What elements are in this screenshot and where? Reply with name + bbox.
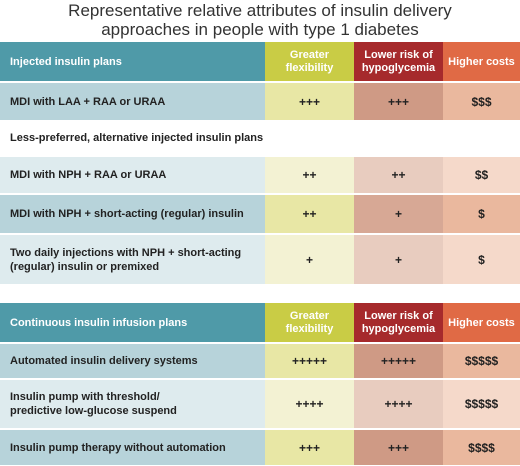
continuous-plans-table: Continuous insulin infusion plans Greate… bbox=[0, 303, 520, 465]
injected-header-row: Injected insulin plans Greater flexibili… bbox=[0, 42, 520, 82]
flexibility-header-line-2: flexibility bbox=[285, 61, 334, 74]
row-label-line-2: (regular) insulin or premixed bbox=[10, 260, 160, 273]
flexibility-header-line-1: Greater bbox=[289, 48, 330, 61]
row-label: MDI with LAA + RAA or URAA bbox=[0, 81, 265, 120]
costs-column-header: Higher costs bbox=[443, 42, 520, 82]
hypoglycemia-header-line-2: hypoglycemia bbox=[361, 322, 436, 335]
continuous-header-label: Continuous insulin infusion plans bbox=[0, 303, 265, 343]
row-label: MDI with NPH + short-acting (regular) in… bbox=[0, 193, 265, 234]
row-label-line-1: Insulin pump with threshold/ bbox=[10, 391, 160, 403]
costs-value: $$$$ bbox=[443, 428, 520, 465]
row-label: Automated insulin delivery systems bbox=[0, 342, 265, 379]
hypoglycemia-value: +++++ bbox=[354, 342, 443, 379]
table-row: MDI with NPH + RAA or URAA ++ ++ $$ bbox=[0, 155, 520, 194]
row-label: Insulin pump with threshold/ predictive … bbox=[0, 378, 265, 429]
alternative-plans-subheading: Less-preferred, alternative injected ins… bbox=[10, 132, 264, 144]
flexibility-value: ++ bbox=[265, 155, 354, 194]
costs-value: $$ bbox=[443, 155, 520, 194]
hypoglycemia-column-header: Lower risk of hypoglycemia bbox=[354, 303, 443, 343]
flexibility-value: +++ bbox=[265, 81, 354, 120]
costs-value: $ bbox=[443, 233, 520, 284]
alternative-plans-table: MDI with NPH + RAA or URAA ++ ++ $$ MDI … bbox=[0, 155, 520, 284]
hypoglycemia-header-line-2: hypoglycemia bbox=[361, 61, 436, 74]
hypoglycemia-column-header: Lower risk of hypoglycemia bbox=[354, 42, 443, 82]
title-line-1: Representative relative attributes of in… bbox=[68, 1, 452, 20]
row-label: Insulin pump therapy without automation bbox=[0, 428, 265, 465]
flexibility-header-line-2: flexibility bbox=[285, 322, 334, 335]
flexibility-value: ++++ bbox=[265, 378, 354, 429]
hypoglycemia-value: +++ bbox=[354, 81, 443, 120]
costs-value: $$$$$ bbox=[443, 342, 520, 379]
hypoglycemia-value: ++ bbox=[354, 155, 443, 194]
hypoglycemia-value: ++++ bbox=[354, 378, 443, 429]
title-line-2: approaches in people with type 1 diabete… bbox=[101, 20, 419, 39]
flexibility-value: ++ bbox=[265, 193, 354, 234]
injected-header-label: Injected insulin plans bbox=[0, 42, 265, 82]
table-row: MDI with NPH + short-acting (regular) in… bbox=[0, 193, 520, 234]
continuous-header-row: Continuous insulin infusion plans Greate… bbox=[0, 303, 520, 343]
table-row: Two daily injections with NPH + short-ac… bbox=[0, 233, 520, 284]
row-label: MDI with NPH + RAA or URAA bbox=[0, 155, 265, 194]
flexibility-column-header: Greater flexibility bbox=[265, 42, 354, 82]
costs-value: $$$$$ bbox=[443, 378, 520, 429]
table-row: MDI with LAA + RAA or URAA +++ +++ $$$ bbox=[0, 81, 520, 120]
table-row: Insulin pump therapy without automation … bbox=[0, 428, 520, 465]
hypoglycemia-value: + bbox=[354, 233, 443, 284]
hypoglycemia-value: + bbox=[354, 193, 443, 234]
hypoglycemia-value: +++ bbox=[354, 428, 443, 465]
page-title: Representative relative attributes of in… bbox=[0, 0, 520, 40]
table-row: Insulin pump with threshold/ predictive … bbox=[0, 378, 520, 429]
row-label-line-2: predictive low-glucose suspend bbox=[10, 405, 177, 417]
hypoglycemia-header-line-1: Lower risk of bbox=[364, 309, 433, 322]
row-label-line-1: Two daily injections with NPH + short-ac… bbox=[10, 246, 242, 259]
flexibility-value: +++++ bbox=[265, 342, 354, 379]
hypoglycemia-header-line-1: Lower risk of bbox=[364, 48, 433, 61]
table-row: Automated insulin delivery systems +++++… bbox=[0, 342, 520, 379]
costs-column-header: Higher costs bbox=[443, 303, 520, 343]
injected-plans-table: Injected insulin plans Greater flexibili… bbox=[0, 42, 520, 120]
costs-value: $ bbox=[443, 193, 520, 234]
costs-value: $$$ bbox=[443, 81, 520, 120]
flexibility-column-header: Greater flexibility bbox=[265, 303, 354, 343]
flexibility-value: +++ bbox=[265, 428, 354, 465]
flexibility-header-line-1: Greater bbox=[289, 309, 330, 322]
flexibility-value: + bbox=[265, 233, 354, 284]
row-label: Two daily injections with NPH + short-ac… bbox=[0, 233, 265, 284]
